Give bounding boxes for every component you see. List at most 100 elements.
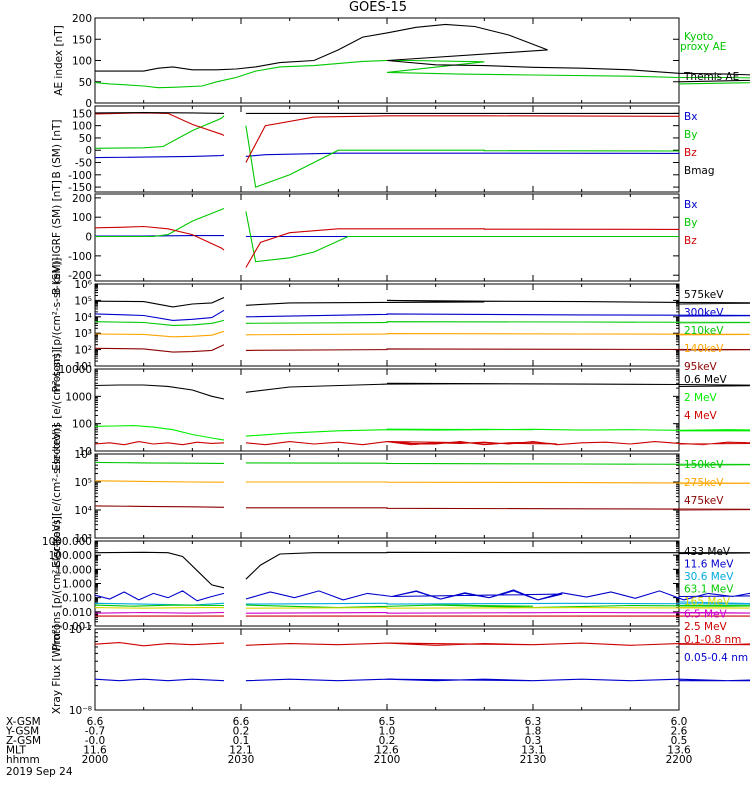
legend-label: 150keV bbox=[684, 459, 724, 471]
y-axis-label: Protons [p/(cm²-s-sr-keV)] bbox=[51, 258, 63, 393]
ephemeris-value: 6.0 bbox=[671, 716, 688, 728]
series-line-bz bbox=[94, 225, 680, 268]
legend-label: 275keV bbox=[684, 477, 724, 489]
series-line-6-5-mev bbox=[94, 611, 750, 614]
series-line-bx bbox=[94, 152, 680, 159]
y-tick-label: 10⁻⁸ bbox=[69, 705, 92, 717]
y-axis-label: Xray Flux [W/m²] bbox=[51, 625, 63, 714]
panel-frame bbox=[94, 628, 680, 711]
series-line-30-6-mev bbox=[94, 601, 750, 606]
y-tick-label: 10⁶ bbox=[74, 279, 92, 291]
y-tick-label: 10⁴ bbox=[74, 312, 92, 324]
legend-label: 300keV bbox=[684, 307, 724, 319]
y-tick-label: 50 bbox=[79, 133, 92, 145]
y-tick-label: -150 bbox=[68, 182, 92, 194]
ephemeris-value: 1.0 bbox=[379, 726, 396, 738]
y-tick-label: 10² bbox=[74, 345, 92, 357]
y-tick-label: 10⁶ bbox=[74, 449, 92, 461]
ephemeris-value: 13.1 bbox=[521, 745, 544, 757]
series-line-275kev bbox=[94, 480, 750, 485]
panel-frame bbox=[94, 368, 680, 452]
series-line-63-1-mev bbox=[94, 604, 750, 609]
ephemeris-value: 0.2 bbox=[379, 735, 396, 747]
y-tick-label: 0.010 bbox=[62, 607, 92, 619]
ephemeris-value: 2.6 bbox=[671, 726, 688, 738]
panel-protons_high: Protons [p/(cm²-s-sr-keV)] bbox=[51, 516, 750, 651]
y-tick-label: 0 bbox=[85, 145, 92, 157]
ephemeris-value: 12.6 bbox=[375, 745, 399, 757]
panel-protons_low: Protons [p/(cm²-s-sr-keV)] bbox=[51, 258, 750, 393]
y-axis-label: B (SM) [nT] bbox=[51, 119, 63, 178]
ephemeris-value: 2100 bbox=[374, 754, 401, 766]
y-tick-label: 1.000 bbox=[62, 579, 92, 591]
legend-label: proxy AE bbox=[680, 41, 726, 53]
series-line-210kev bbox=[94, 319, 750, 326]
series-line-bmag bbox=[94, 112, 679, 114]
series-line-0-6-mev bbox=[94, 382, 750, 400]
y-tick-label: 200 bbox=[72, 13, 92, 25]
legend-label: 6.5 MeV bbox=[684, 609, 728, 621]
legend-label: 11.6 MeV bbox=[684, 559, 734, 571]
series-line-bz bbox=[94, 112, 680, 163]
ephemeris-value: 0.1 bbox=[233, 735, 250, 747]
series-line-kyoto-proxy-ae bbox=[94, 59, 750, 89]
ephemeris-value: 2000 bbox=[82, 754, 109, 766]
series-line-4-mev bbox=[94, 441, 750, 446]
y-tick-label: 1000.000 bbox=[42, 536, 92, 548]
y-tick-label: 0 bbox=[85, 232, 92, 244]
y-tick-label: 150 bbox=[72, 34, 92, 46]
ephemeris-value: 6.5 bbox=[379, 716, 396, 728]
plot-title: GOES-15 bbox=[348, 0, 407, 15]
ephemeris-value: 2030 bbox=[228, 754, 255, 766]
y-tick-label: 100 bbox=[72, 419, 92, 431]
legend-label: 2 MeV bbox=[684, 392, 718, 404]
legend-label: By bbox=[684, 129, 697, 141]
series-line-300kev bbox=[94, 309, 750, 321]
ephemeris-row-label: MLT bbox=[6, 745, 26, 757]
ephemeris-row-label: X-GSM bbox=[6, 716, 41, 728]
ephemeris-value: 13.6 bbox=[667, 745, 691, 757]
ephemeris-value: -0.0 bbox=[85, 735, 106, 747]
y-axis-label: AE index [nT] bbox=[53, 25, 65, 95]
y-tick-label: 10000 bbox=[59, 364, 92, 376]
ephemeris-value: 12.1 bbox=[229, 745, 252, 757]
y-tick-label: 50 bbox=[79, 77, 92, 89]
series-line-11-6-mev bbox=[94, 589, 750, 602]
series-line-by bbox=[95, 207, 679, 263]
legend-label: 0.05-0.4 nm bbox=[684, 652, 748, 664]
legend-label: 140keV bbox=[684, 343, 724, 355]
panel-frame bbox=[94, 453, 680, 539]
y-tick-label: 0.100 bbox=[62, 593, 92, 605]
legend-label: 30.6 MeV bbox=[684, 571, 734, 583]
legend-label: Bz bbox=[684, 147, 697, 159]
y-axis-label: B (SM)-IGRF (SM) [nT] bbox=[51, 180, 63, 295]
ephemeris-date: 2019 Sep 24 bbox=[6, 766, 73, 778]
series-line-95kev bbox=[94, 344, 750, 353]
panel-electrons_kev: Electrons [e/(cm²-s-sr-keV)] bbox=[51, 424, 750, 568]
legend-label: By bbox=[684, 217, 697, 229]
series-line-2-mev bbox=[94, 425, 750, 441]
legend-label: 2.5 MeV bbox=[684, 621, 728, 633]
panel-bsm: B (SM) [nT] bbox=[51, 105, 680, 193]
y-tick-label: -50 bbox=[75, 158, 92, 170]
ephemeris-value: 2130 bbox=[520, 754, 547, 766]
legend-label: Themis AE bbox=[683, 71, 739, 83]
y-tick-label: 100 bbox=[72, 121, 92, 133]
legend-label: 575keV bbox=[684, 289, 724, 301]
series-line-by bbox=[94, 115, 680, 188]
series-line-575kev bbox=[94, 296, 750, 308]
series-line-433-mev bbox=[94, 551, 750, 589]
y-tick-label: 10³ bbox=[74, 533, 92, 545]
y-tick-label: -200 bbox=[68, 270, 92, 282]
panel-bigrf: B (SM)-IGRF (SM) [nT] bbox=[51, 180, 680, 295]
y-tick-label: 150 bbox=[72, 108, 92, 120]
series-line-150kev bbox=[94, 461, 750, 466]
panel-electrons_mev: Electrons [e/(cm²-s-sr)] bbox=[51, 349, 750, 471]
ephemeris-row-label: Y-GSM bbox=[5, 726, 39, 738]
ephemeris-value: -0.7 bbox=[85, 726, 106, 738]
legend-label: Kyoto bbox=[684, 31, 713, 43]
ephemeris-row-label: hhmm bbox=[6, 754, 40, 766]
legend-label: 0.6 MeV bbox=[684, 374, 728, 386]
ephemeris-value: 6.6 bbox=[87, 716, 104, 728]
